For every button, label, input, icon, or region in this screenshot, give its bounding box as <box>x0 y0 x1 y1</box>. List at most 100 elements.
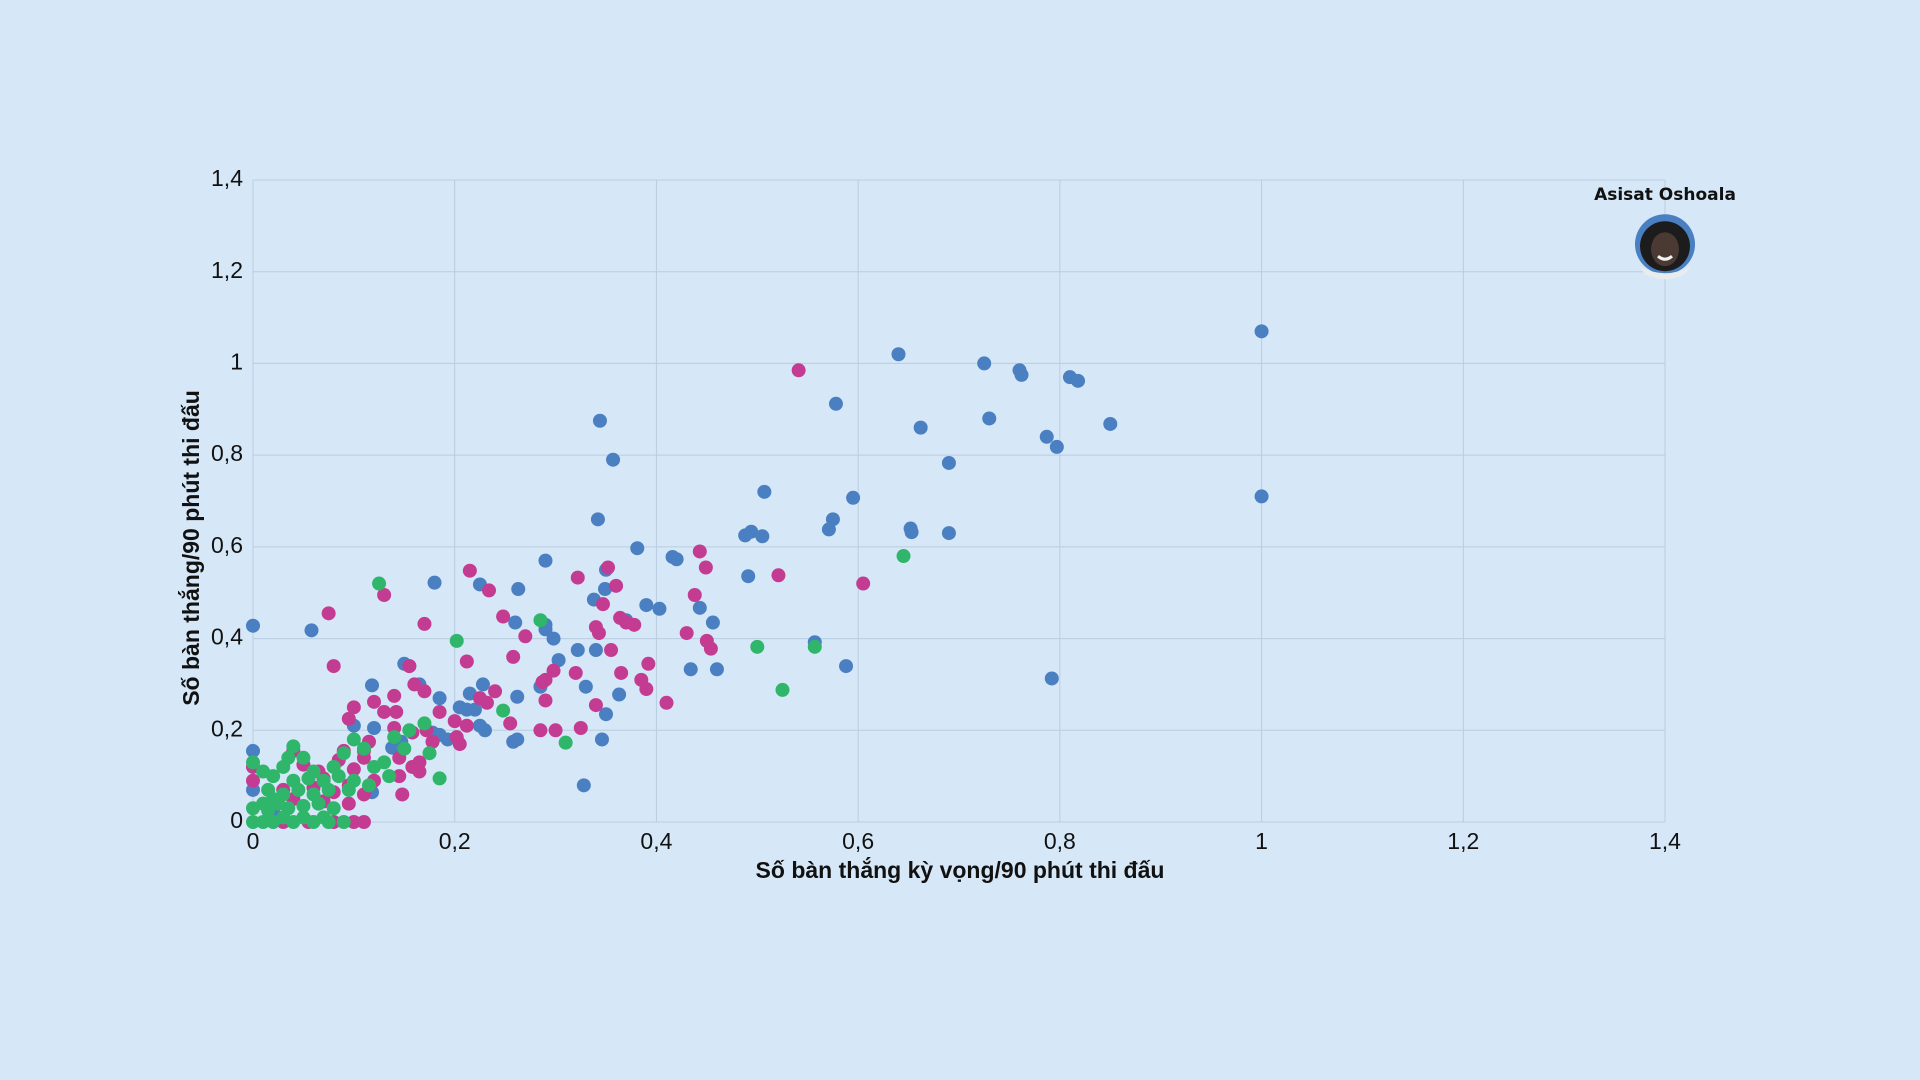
data-point-series-2 <box>326 659 341 674</box>
data-point-series-3 <box>336 746 351 761</box>
y-axis-title: Số bàn thắng/90 phút thi đấu <box>177 390 204 706</box>
data-point-series-3 <box>356 741 371 756</box>
data-point-series-3 <box>261 803 276 818</box>
data-point-series-1 <box>385 740 400 755</box>
y-tick-label: 1,4 <box>211 165 243 191</box>
data-point-series-1 <box>612 687 627 702</box>
y-tick-label: 0,6 <box>211 532 243 558</box>
data-point-series-2 <box>538 693 553 708</box>
player-name-label: Asisat Oshoala <box>1594 185 1736 205</box>
data-point-series-2 <box>614 665 629 680</box>
data-point-series-2 <box>472 691 487 706</box>
data-point-series-2 <box>367 694 382 709</box>
data-point-series-3 <box>246 815 260 829</box>
x-tick-label: 0,4 <box>640 828 672 854</box>
data-point-series-2 <box>771 568 786 583</box>
data-point-series-1 <box>551 653 566 668</box>
data-point-series-3 <box>296 798 311 813</box>
data-point-series-2 <box>496 609 511 624</box>
data-point-series-3 <box>397 741 412 756</box>
data-point-series-1 <box>246 618 260 633</box>
data-point-series-2 <box>417 684 432 699</box>
data-point-series-3 <box>271 796 286 811</box>
x-tick-label: 0,6 <box>842 828 874 854</box>
x-axis-title: Số bàn thắng kỳ vọng/90 phút thi đấu <box>756 856 1165 883</box>
data-point-series-2 <box>356 815 371 829</box>
data-point-series-2 <box>548 723 563 738</box>
data-point-series-2 <box>389 704 404 719</box>
data-point-series-2 <box>538 672 553 687</box>
avatar-shirt <box>1639 266 1691 280</box>
data-point-series-3 <box>261 782 276 797</box>
y-tick-label: 1 <box>230 349 243 375</box>
data-point-series-2 <box>791 363 806 378</box>
data-point-series-2 <box>506 649 521 664</box>
data-point-series-3 <box>321 782 336 797</box>
data-point-series-1 <box>692 600 707 615</box>
y-tick-label: 0,4 <box>211 624 243 650</box>
player-avatar <box>1635 214 1695 280</box>
data-point-series-3 <box>266 769 281 784</box>
data-point-series-1 <box>511 582 526 597</box>
data-point-series-2 <box>387 688 402 703</box>
data-point-series-2 <box>639 682 654 697</box>
data-point-series-3 <box>346 732 361 747</box>
data-point-series-1 <box>652 601 667 616</box>
data-point-series-2 <box>546 663 561 678</box>
data-point-series-3 <box>246 755 260 770</box>
x-tick-label: 0 <box>247 828 260 854</box>
data-point-series-2 <box>568 665 583 680</box>
data-point-series-2 <box>698 560 713 575</box>
data-point-series-3 <box>372 576 387 591</box>
data-point-series-2 <box>627 617 642 632</box>
data-point-series-3 <box>382 769 397 784</box>
data-point-series-2 <box>570 570 585 585</box>
data-point-series-2 <box>321 606 336 621</box>
data-point-series-3 <box>306 815 321 829</box>
data-point-series-1 <box>683 662 698 677</box>
data-point-series-2 <box>395 787 410 802</box>
data-point-series-2 <box>573 720 588 735</box>
data-point-series-3 <box>422 746 437 761</box>
data-point-series-1 <box>1039 429 1054 444</box>
data-point-series-1 <box>982 411 997 426</box>
data-point-series-2 <box>604 643 619 658</box>
data-point-series-1 <box>365 678 380 693</box>
data-point-series-2 <box>692 544 707 559</box>
data-point-series-2 <box>595 597 610 612</box>
data-point-series-2 <box>609 578 624 593</box>
data-point-series-3 <box>807 639 822 654</box>
data-point-series-2 <box>246 773 260 788</box>
data-point-series-2 <box>425 734 440 749</box>
y-tick-label: 1,2 <box>211 257 243 283</box>
x-tick-label: 1 <box>1255 828 1268 854</box>
data-point-series-3 <box>775 682 790 697</box>
data-point-series-1 <box>1071 373 1086 388</box>
data-point-series-1 <box>941 455 956 470</box>
data-point-series-1 <box>891 347 906 362</box>
data-point-series-2 <box>488 684 503 699</box>
data-point-series-1 <box>599 707 613 722</box>
data-point-series-1 <box>738 528 753 543</box>
data-point-series-2 <box>503 716 518 731</box>
data-point-series-3 <box>533 613 548 628</box>
data-point-series-1 <box>941 526 956 541</box>
data-point-series-1 <box>546 631 561 646</box>
data-point-series-1 <box>606 452 621 467</box>
data-point-series-1 <box>477 723 492 738</box>
data-point-series-3 <box>750 639 765 654</box>
data-point-series-2 <box>407 677 422 692</box>
x-tick-label: 0,2 <box>439 828 471 854</box>
data-point-series-3 <box>331 769 346 784</box>
data-point-series-1 <box>1254 489 1269 504</box>
data-point-series-3 <box>402 723 417 738</box>
data-point-series-1 <box>741 569 756 584</box>
data-point-series-2 <box>482 583 497 598</box>
data-point-series-3 <box>367 759 382 774</box>
data-point-series-2 <box>346 762 361 777</box>
data-point-series-1 <box>755 529 770 544</box>
y-tick-label: 0 <box>230 807 243 833</box>
data-point-series-3 <box>387 730 402 745</box>
data-point-series-1 <box>304 623 319 638</box>
data-point-series-1 <box>757 484 772 499</box>
